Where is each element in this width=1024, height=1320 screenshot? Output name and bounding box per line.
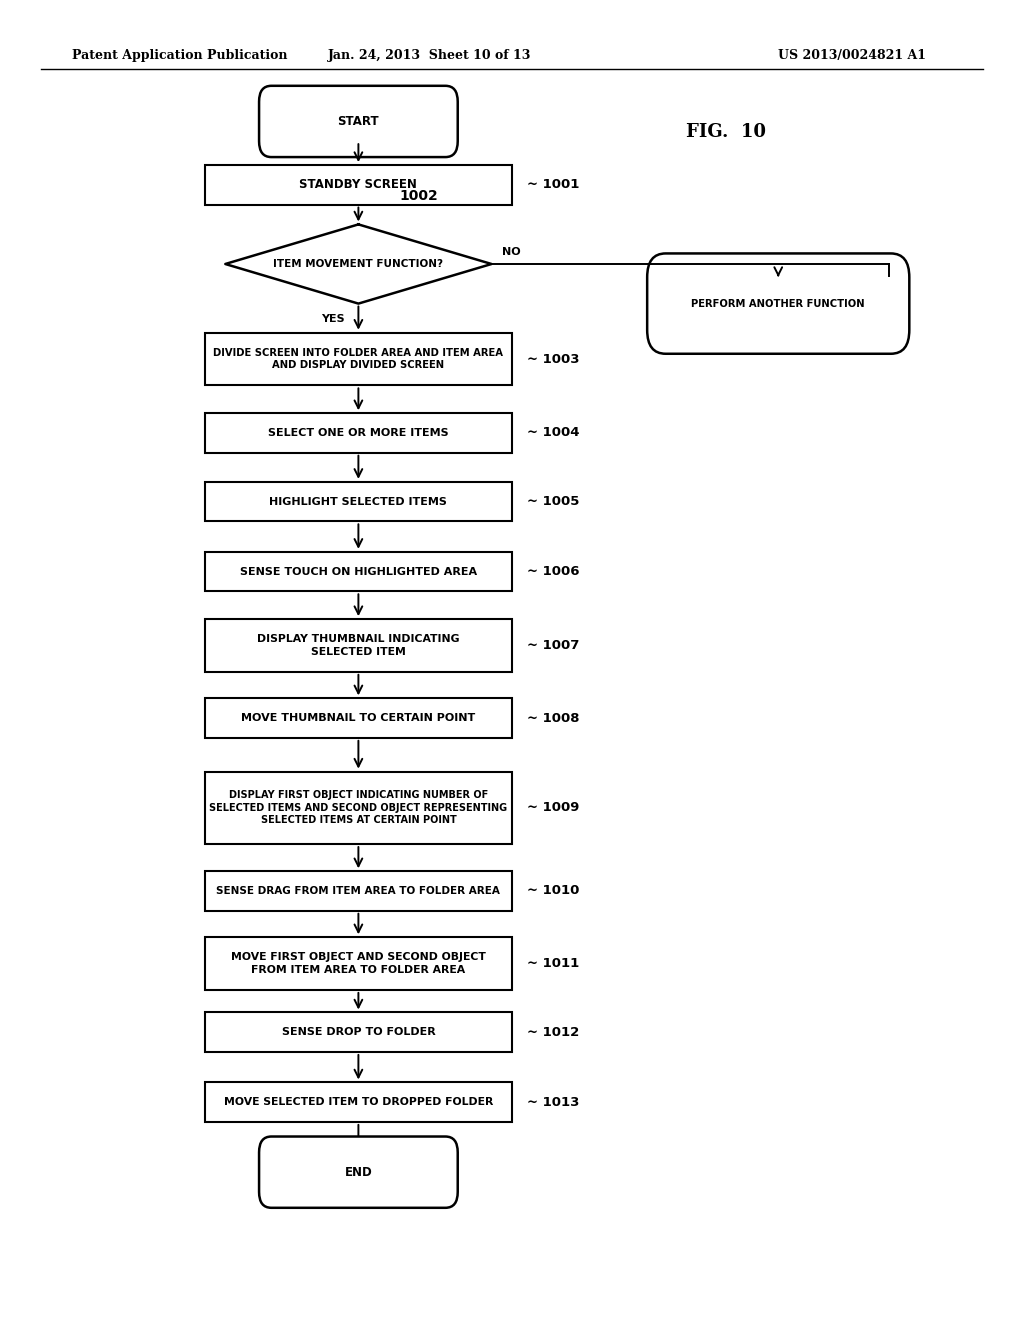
Text: ~ 1008: ~ 1008 — [527, 711, 580, 725]
Text: NO: NO — [502, 247, 520, 257]
Text: SELECT ONE OR MORE ITEMS: SELECT ONE OR MORE ITEMS — [268, 428, 449, 438]
Text: FIG.  10: FIG. 10 — [686, 123, 766, 141]
Text: END: END — [344, 1166, 373, 1179]
Bar — [205, 871, 512, 911]
Text: DISPLAY FIRST OBJECT INDICATING NUMBER OF
SELECTED ITEMS AND SECOND OBJECT REPRE: DISPLAY FIRST OBJECT INDICATING NUMBER O… — [209, 791, 508, 825]
Text: ~ 1003: ~ 1003 — [527, 352, 580, 366]
Text: 1002: 1002 — [399, 189, 438, 203]
Text: MOVE SELECTED ITEM TO DROPPED FOLDER: MOVE SELECTED ITEM TO DROPPED FOLDER — [223, 1097, 494, 1107]
Text: ~ 1010: ~ 1010 — [527, 884, 580, 898]
Text: ITEM MOVEMENT FUNCTION?: ITEM MOVEMENT FUNCTION? — [273, 259, 443, 269]
Text: PERFORM ANOTHER FUNCTION: PERFORM ANOTHER FUNCTION — [691, 298, 865, 309]
Text: DISPLAY THUMBNAIL INDICATING
SELECTED ITEM: DISPLAY THUMBNAIL INDICATING SELECTED IT… — [257, 635, 460, 656]
Bar — [205, 552, 512, 591]
Bar — [205, 413, 512, 453]
Text: MOVE THUMBNAIL TO CERTAIN POINT: MOVE THUMBNAIL TO CERTAIN POINT — [242, 713, 475, 723]
FancyBboxPatch shape — [259, 1137, 458, 1208]
Text: START: START — [338, 115, 379, 128]
Text: ~ 1004: ~ 1004 — [527, 426, 580, 440]
Text: YES: YES — [321, 314, 345, 325]
Text: US 2013/0024821 A1: US 2013/0024821 A1 — [778, 49, 927, 62]
Text: Patent Application Publication: Patent Application Publication — [72, 49, 287, 62]
Bar — [205, 619, 512, 672]
Text: SENSE TOUCH ON HIGHLIGHTED AREA: SENSE TOUCH ON HIGHLIGHTED AREA — [240, 566, 477, 577]
Text: HIGHLIGHT SELECTED ITEMS: HIGHLIGHT SELECTED ITEMS — [269, 496, 447, 507]
Text: ~ 1001: ~ 1001 — [527, 178, 580, 191]
Bar — [205, 1082, 512, 1122]
Bar — [205, 698, 512, 738]
Bar — [205, 482, 512, 521]
Bar — [205, 937, 512, 990]
Text: Jan. 24, 2013  Sheet 10 of 13: Jan. 24, 2013 Sheet 10 of 13 — [329, 49, 531, 62]
Bar — [205, 333, 512, 385]
Text: DIVIDE SCREEN INTO FOLDER AREA AND ITEM AREA
AND DISPLAY DIVIDED SCREEN: DIVIDE SCREEN INTO FOLDER AREA AND ITEM … — [213, 348, 504, 370]
Text: ~ 1007: ~ 1007 — [527, 639, 580, 652]
Text: ~ 1005: ~ 1005 — [527, 495, 580, 508]
Text: ~ 1012: ~ 1012 — [527, 1026, 580, 1039]
Text: ~ 1006: ~ 1006 — [527, 565, 580, 578]
Bar — [205, 165, 512, 205]
Text: SENSE DROP TO FOLDER: SENSE DROP TO FOLDER — [282, 1027, 435, 1038]
Text: SENSE DRAG FROM ITEM AREA TO FOLDER AREA: SENSE DRAG FROM ITEM AREA TO FOLDER AREA — [216, 886, 501, 896]
FancyBboxPatch shape — [647, 253, 909, 354]
Text: MOVE FIRST OBJECT AND SECOND OBJECT
FROM ITEM AREA TO FOLDER AREA: MOVE FIRST OBJECT AND SECOND OBJECT FROM… — [231, 953, 485, 974]
Bar — [205, 1012, 512, 1052]
Text: ~ 1009: ~ 1009 — [527, 801, 580, 814]
Text: STANDBY SCREEN: STANDBY SCREEN — [299, 178, 418, 191]
Text: ~ 1011: ~ 1011 — [527, 957, 580, 970]
Text: ~ 1013: ~ 1013 — [527, 1096, 580, 1109]
Bar — [205, 771, 512, 845]
Polygon shape — [225, 224, 492, 304]
FancyBboxPatch shape — [259, 86, 458, 157]
